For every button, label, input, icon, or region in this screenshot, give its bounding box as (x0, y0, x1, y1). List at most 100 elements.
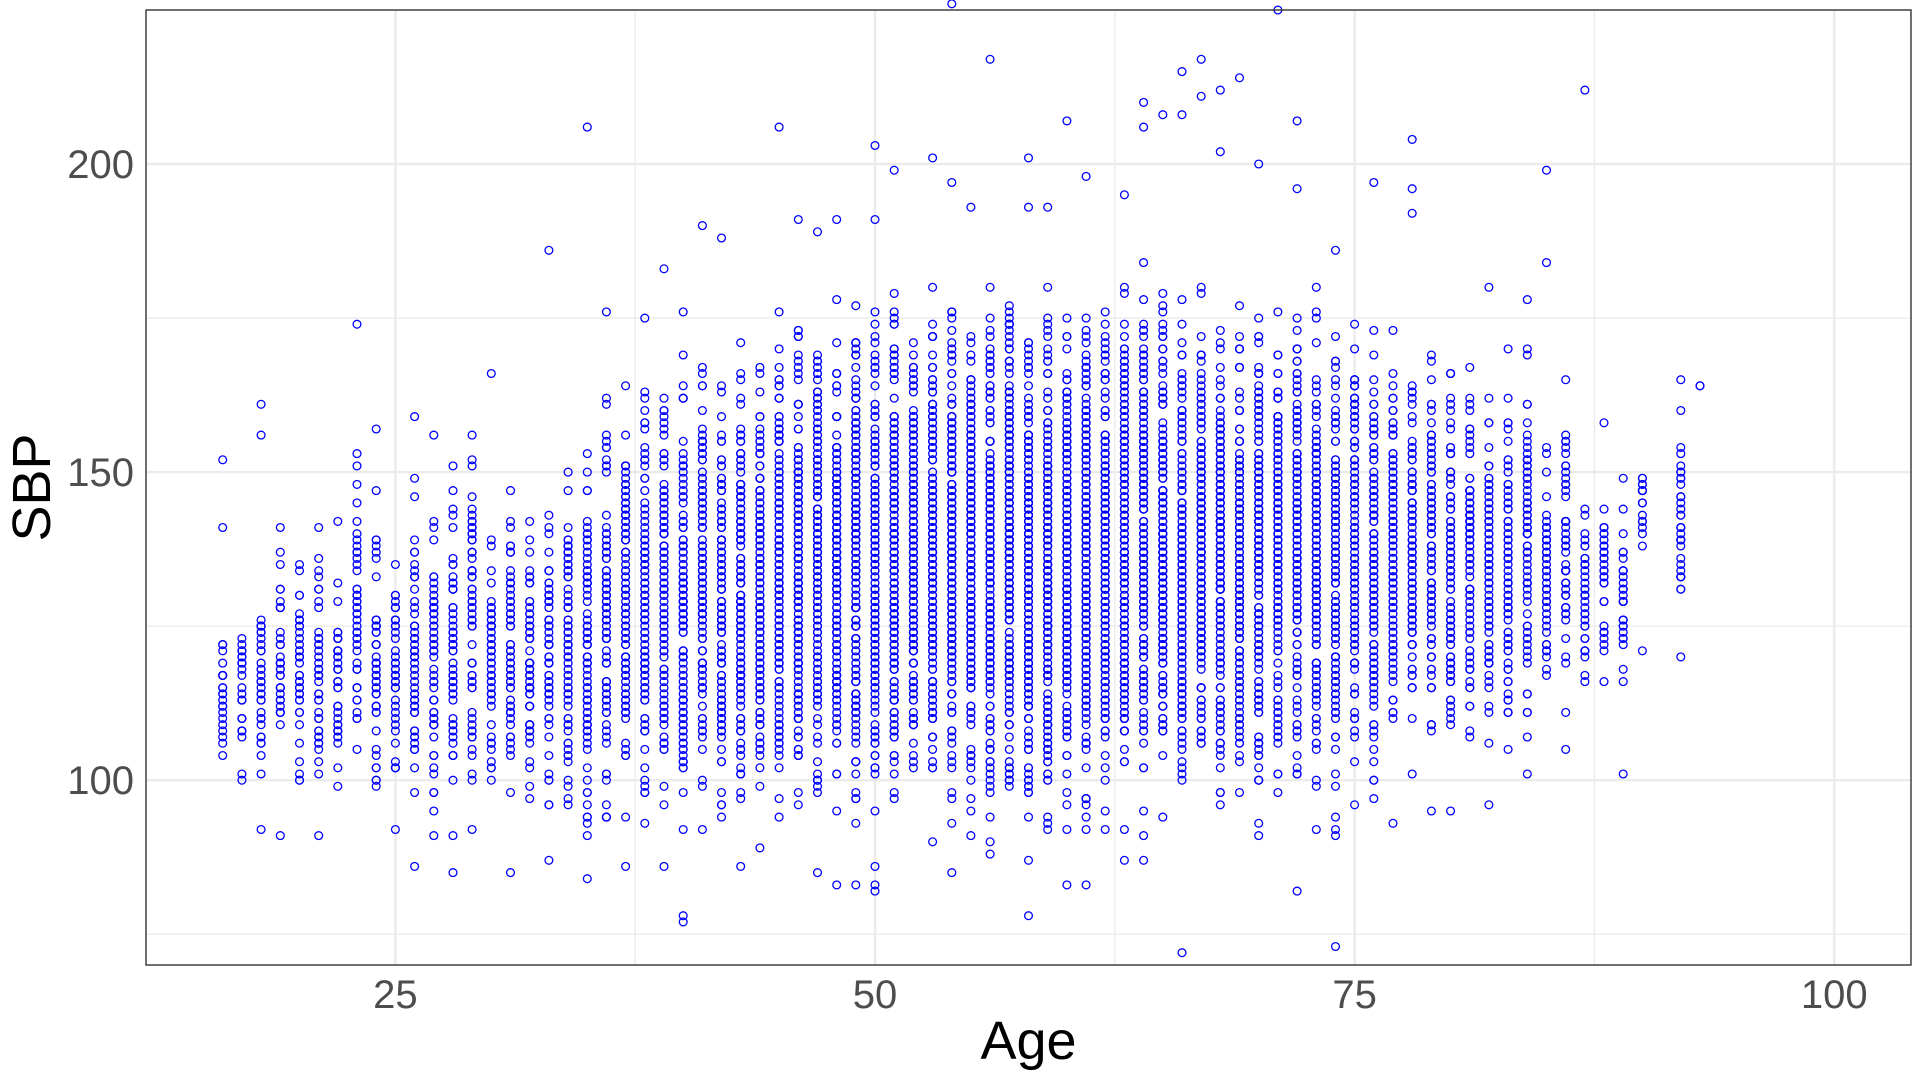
data-point (410, 566, 420, 576)
data-point (716, 578, 727, 588)
data-point (582, 529, 592, 539)
data-point (601, 726, 611, 736)
data-point (429, 627, 439, 637)
data-point (275, 603, 285, 613)
data-point (390, 559, 400, 570)
data-point (352, 713, 362, 724)
data-point (448, 683, 458, 693)
data-point (467, 677, 477, 687)
data-point (678, 350, 688, 360)
data-point (582, 566, 592, 576)
data-point (371, 744, 381, 754)
data-point (659, 461, 669, 471)
data-point (621, 516, 631, 526)
data-point (371, 707, 381, 717)
data-point (678, 713, 688, 724)
data-point (755, 430, 765, 440)
data-point (448, 633, 458, 644)
data-point (352, 547, 362, 557)
data-point (218, 707, 228, 717)
data-point (505, 590, 516, 600)
data-point (563, 486, 573, 496)
data-point (371, 621, 381, 631)
data-point (275, 627, 285, 637)
data-point (371, 677, 381, 687)
data-point (390, 720, 400, 730)
data-point (467, 713, 477, 724)
data-point (429, 831, 439, 841)
data-point (448, 640, 458, 650)
data-point (678, 670, 688, 680)
data-point (467, 720, 477, 730)
data-point (582, 652, 592, 662)
data-point (371, 547, 381, 557)
data-point (314, 677, 324, 687)
data-point (525, 738, 535, 748)
data-point (601, 732, 611, 742)
data-point (755, 640, 765, 650)
data-point (314, 664, 324, 674)
data-point (390, 763, 400, 773)
data-point (582, 695, 592, 705)
data-point (755, 566, 765, 576)
data-point (467, 504, 477, 514)
data-point (716, 486, 727, 496)
data-point (640, 449, 650, 459)
data-point (640, 775, 650, 785)
data-point (429, 720, 439, 730)
data-point (697, 621, 707, 631)
data-point (621, 615, 631, 625)
data-point (467, 769, 477, 779)
data-point (486, 596, 496, 607)
data-point (563, 750, 573, 761)
data-point (352, 744, 362, 754)
data-point (333, 596, 343, 607)
data-point (582, 831, 592, 841)
data-point (582, 677, 592, 687)
data-point (621, 504, 631, 514)
data-point (601, 584, 611, 594)
data-point (505, 720, 516, 730)
data-point (678, 664, 688, 674)
data-point (505, 652, 516, 662)
data-point (256, 750, 266, 761)
data-point (621, 713, 631, 724)
data-point (774, 529, 784, 539)
data-point (237, 775, 247, 785)
data-point (697, 547, 707, 557)
data-point (659, 553, 669, 563)
data-point (371, 664, 381, 674)
data-point (410, 763, 420, 773)
data-point (697, 381, 707, 391)
data-point (678, 572, 688, 582)
data-point (678, 707, 688, 717)
data-point (294, 775, 305, 785)
data-point (640, 658, 650, 668)
data-point (621, 566, 631, 576)
data-point (755, 621, 765, 631)
data-point (467, 553, 477, 563)
data-point (390, 707, 400, 717)
data-point (640, 596, 650, 607)
data-point (486, 670, 496, 680)
data-point (256, 683, 266, 693)
data-point (601, 738, 611, 748)
data-point (697, 701, 707, 711)
data-point (390, 621, 400, 631)
data-point (678, 750, 688, 761)
data-point (525, 757, 535, 767)
data-point (582, 627, 592, 637)
data-point (736, 603, 746, 613)
data-point (333, 633, 343, 644)
data-point (601, 633, 611, 644)
data-point (716, 621, 727, 631)
data-point (314, 566, 324, 576)
data-point (563, 670, 573, 680)
data-point (640, 695, 650, 705)
data-point (448, 720, 458, 730)
data-point (716, 658, 727, 668)
data-point (678, 492, 688, 502)
data-point (467, 529, 477, 539)
data-point (697, 559, 707, 570)
data-point (429, 683, 439, 693)
